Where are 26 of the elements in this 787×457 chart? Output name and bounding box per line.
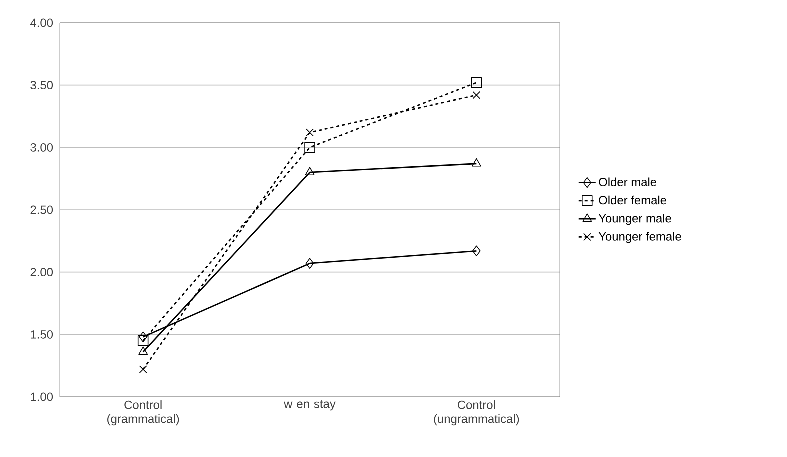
- point: [472, 158, 482, 167]
- legend-label: Older female: [599, 196, 666, 205]
- y-tick-label: 1.00: [31, 392, 54, 402]
- y-tick-label: 2.00: [30, 268, 54, 277]
- legend-label: Younger female: [598, 232, 682, 244]
- y-tick-label: 1.50: [31, 330, 54, 339]
- point: [471, 77, 482, 88]
- y-tick-label: 2.50: [30, 206, 54, 214]
- x-tick-label: Control (grammatical): [108, 400, 180, 426]
- x-tick-label: Control (ungrammatical): [434, 400, 520, 426]
- legend-label: Older male: [599, 178, 656, 186]
- y-tick-label: 3.00: [30, 143, 54, 152]
- point: [139, 366, 148, 374]
- point: [139, 332, 148, 343]
- point: [306, 258, 314, 269]
- y-tick-label: 4.00: [30, 18, 54, 28]
- legend-label: Younger male: [598, 214, 672, 226]
- point: [138, 346, 148, 356]
- point: [304, 142, 316, 154]
- point: [472, 91, 481, 100]
- point: [305, 167, 315, 176]
- point: [138, 336, 149, 346]
- x-tick-label: w en stay: [284, 400, 336, 411]
- point: [306, 128, 314, 137]
- y-tick-label: 3.50: [30, 81, 54, 90]
- point: [472, 246, 481, 257]
